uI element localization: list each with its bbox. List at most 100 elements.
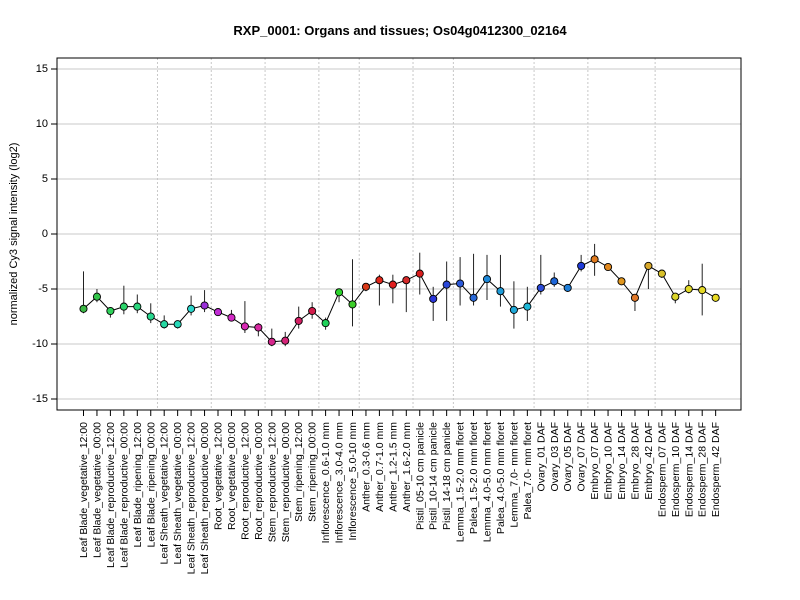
data-point [213, 308, 223, 317]
data-point [294, 316, 303, 325]
data-point [429, 294, 438, 303]
data-point [523, 302, 532, 311]
x-tick-label: Ovary_07 DAF [576, 422, 588, 491]
data-point [267, 337, 276, 346]
data-point [173, 320, 182, 329]
x-tick-label: Lemma_4.0-5.0 mm floret [482, 422, 494, 542]
data-point [630, 293, 640, 302]
x-tick-label: Leaf Sheath_reproductive_12:00 [186, 422, 198, 575]
x-axis: Leaf Blade_vegetative_12:00 Leaf Blade_ve… [78, 410, 722, 574]
x-tick-label: Ovary_01 DAF [535, 422, 547, 491]
x-tick-label: Leaf Blade_ripening_00:00 [145, 422, 157, 548]
data-point [92, 292, 101, 301]
x-tick-label: Lemma_7.0- mm floret [508, 422, 520, 528]
x-tick-label: Stem_reproductive_00:00 [280, 422, 292, 542]
x-tick-label: Leaf Blade_vegetative_00:00 [91, 422, 103, 558]
x-tick-label: Endosperm_10 DAF [670, 422, 682, 517]
x-tick-label: Pistil_10-14 cm panicle [428, 422, 440, 530]
x-tick-label: Leaf Blade_vegetative_12:00 [78, 422, 90, 558]
x-tick-label: Endosperm_14 DAF [683, 422, 695, 517]
data-point [106, 306, 115, 316]
data-point [509, 305, 518, 314]
x-tick-label: Root_vegetative_00:00 [226, 422, 238, 530]
y-tick-label: -5 [38, 283, 48, 295]
x-tick-label: Ovary_03 DAF [549, 422, 561, 491]
data-point [590, 255, 599, 264]
x-tick-label: Anther_1.6-2.0 mm [401, 422, 413, 512]
x-tick-label: Pistil_14-18 cm panicle [441, 422, 453, 530]
data-point [671, 292, 680, 301]
series-layer [83, 243, 717, 347]
x-tick-label: Root_reproductive_00:00 [253, 422, 265, 540]
x-tick-label: Leaf Sheath_reproductive_00:00 [199, 422, 211, 575]
grid-layer [57, 58, 741, 410]
chart-title: RXP_0001: Organs and tissues; Os04g04123… [233, 23, 567, 38]
y-tick-label: -10 [32, 338, 48, 350]
data-point [308, 306, 317, 316]
x-tick-label: Embryo_10 DAF [603, 422, 615, 500]
y-tick-label: 5 [42, 173, 48, 185]
x-tick-label: Endosperm_28 DAF [697, 422, 709, 517]
y-axis: -15 -10 -5 0 5 10 15 [32, 63, 57, 405]
data-point [375, 276, 384, 285]
x-tick-label: Lemma_1.5-2.0 mm floret [455, 422, 467, 542]
x-tick-label: Root_vegetative_12:00 [213, 422, 225, 530]
y-tick-label: -15 [32, 393, 48, 405]
data-point [361, 282, 371, 291]
data-point [187, 304, 196, 313]
data-point [321, 319, 330, 328]
series-line [83, 258, 716, 343]
data-point [415, 269, 424, 278]
data-point [79, 304, 88, 313]
x-tick-label: Anther_0.7-1.0 mm [374, 422, 386, 512]
data-point [146, 312, 155, 321]
data-point [711, 293, 720, 302]
x-tick-label: Endosperm_42 DAF [710, 422, 722, 517]
data-point [644, 261, 653, 270]
x-tick-label: Palea_1.5-2.0 mm floret [468, 422, 480, 534]
data-point [604, 262, 613, 272]
x-tick-label: Leaf Blade_reproductive_00:00 [118, 422, 130, 568]
x-tick-label: Stem_reproductive_12:00 [266, 422, 278, 542]
x-tick-label: Leaf Sheath_vegetative_12:00 [159, 422, 171, 565]
x-tick-label: Embryo_07 DAF [589, 422, 601, 500]
x-tick-label: Embryo_14 DAF [616, 422, 628, 500]
data-point [254, 323, 263, 332]
data-point [577, 261, 586, 270]
data-point [469, 293, 478, 302]
x-tick-label: Leaf Blade_ripening_12:00 [132, 422, 144, 548]
data-point [536, 283, 545, 292]
x-tick-label: Leaf Blade_reproductive_12:00 [105, 422, 117, 568]
data-point [200, 301, 209, 310]
data-point [482, 275, 492, 284]
x-tick-label: Inflorescence_0.6-1.0 mm [320, 422, 332, 544]
x-tick-label: Embryo_28 DAF [629, 422, 641, 500]
x-tick-label: Endosperm_07 DAF [656, 422, 668, 517]
data-point [617, 277, 626, 286]
data-point [334, 288, 344, 297]
data-point [402, 276, 411, 285]
x-tick-label: Anther_1.2-1.5 mm [387, 422, 399, 512]
y-tick-label: 0 [42, 228, 48, 240]
y-tick-label: 15 [36, 63, 48, 75]
x-tick-label: Stem_ripening_12:00 [293, 422, 305, 522]
data-point [119, 302, 128, 311]
x-tick-label: Leaf Sheath_vegetative_00:00 [172, 422, 184, 565]
x-tick-label: Stem_ripening_00:00 [307, 422, 319, 522]
x-tick-label: Inflorescence_3.0-4.0 mm [334, 422, 346, 544]
x-tick-label: Embryo_42 DAF [643, 422, 655, 500]
x-tick-label: Palea_4.0-5.0 mm floret [495, 422, 507, 534]
data-point [684, 284, 693, 294]
data-point [442, 280, 451, 289]
point-layer [79, 255, 720, 346]
x-tick-label: Ovary_05 DAF [562, 422, 574, 491]
x-tick-label: Root_reproductive_12:00 [239, 422, 251, 540]
data-point [563, 283, 572, 292]
data-point [281, 336, 290, 345]
data-point [388, 280, 397, 289]
data-point [227, 313, 236, 322]
data-point [657, 269, 666, 278]
x-tick-label: Anther_0.3-0.6 mm [360, 422, 372, 512]
x-tick-label: Pistil_05-10 cm panicle [414, 422, 426, 530]
